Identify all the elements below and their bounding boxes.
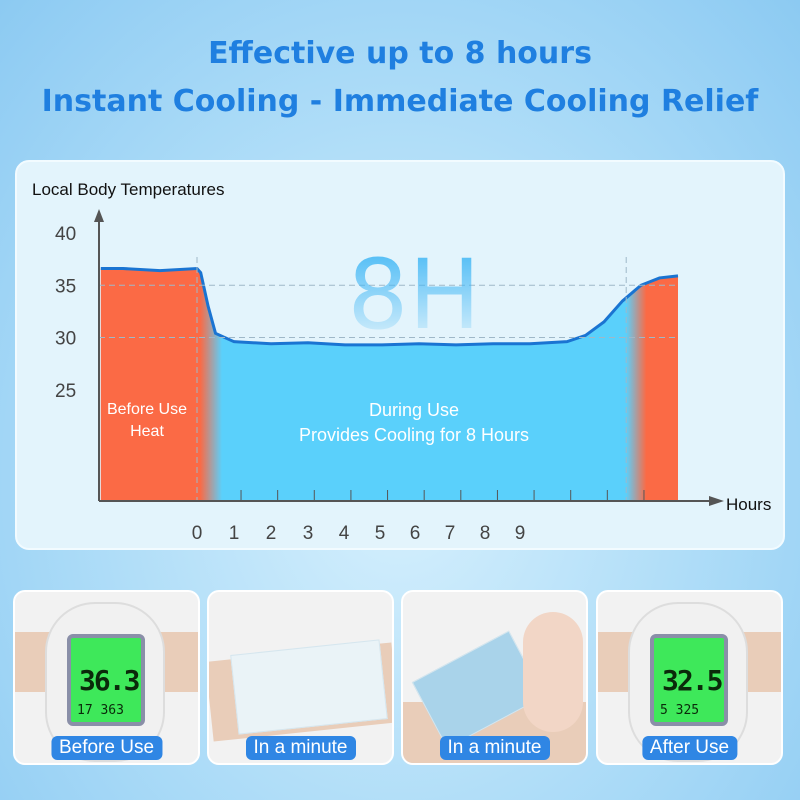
y-tick-label: 25 [55, 381, 76, 402]
caption: Before Use [50, 736, 163, 760]
y-axis-label: Local Body Temperatures [32, 180, 224, 199]
reading: 36.3 [79, 664, 140, 697]
x-tick-label: 4 [339, 523, 350, 544]
chart-card: Local Body Temperatures 40 35 30 25 0 1 2 3 4 5 6 7… [15, 160, 785, 550]
temperature-chart: Local Body Temperatures 40 35 30 25 0 1 2 3 4 5 6 7… [32, 180, 771, 544]
reading: 32.5 [662, 664, 723, 697]
photo-after-use: 32.5 5 325 After Use [596, 590, 783, 765]
x-axis-arrow [709, 496, 724, 506]
x-tick-label: 8 [480, 523, 491, 544]
y-tick-label: 30 [55, 329, 76, 350]
y-tick-label: 40 [55, 224, 76, 245]
before-label-1: Before Use [107, 401, 187, 418]
caption: After Use [641, 736, 738, 760]
temperature-area [100, 268, 679, 501]
during-label-1: During Use [369, 400, 459, 420]
x-tick-label: 6 [410, 523, 421, 544]
temperature-line [100, 266, 679, 347]
x-tick-label: 9 [515, 523, 526, 544]
thermometer: 36.3 17 363 [45, 602, 165, 762]
y-tick-label: 35 [55, 276, 76, 297]
headline: Effective up to 8 hours [208, 36, 592, 71]
sub-reading: 17 363 [77, 703, 124, 718]
caption: In a minute [439, 736, 550, 760]
x-tick-label: 3 [303, 523, 314, 544]
duration-label: 8H [347, 239, 480, 351]
subheadline: Instant Cooling - Immediate Cooling Reli… [41, 84, 759, 119]
y-axis-arrow [94, 209, 104, 222]
x-tick-label: 2 [266, 523, 277, 544]
x-axis-label: Hours [726, 495, 771, 514]
thermometer: 32.5 5 325 [628, 602, 748, 762]
before-label-2: Heat [130, 423, 164, 440]
x-tick-label: 1 [229, 523, 240, 544]
caption: In a minute [245, 736, 356, 760]
photo-peeling-patch: In a minute [401, 590, 588, 765]
photo-applied-patch: In a minute [207, 590, 394, 765]
x-tick-label: 0 [192, 523, 203, 544]
photo-before-use: 36.3 17 363 Before Use [13, 590, 200, 765]
x-tick-label: 7 [445, 523, 456, 544]
during-label-2: Provides Cooling for 8 Hours [299, 425, 529, 445]
x-tick-label: 5 [375, 523, 386, 544]
sub-reading: 5 325 [660, 703, 700, 718]
